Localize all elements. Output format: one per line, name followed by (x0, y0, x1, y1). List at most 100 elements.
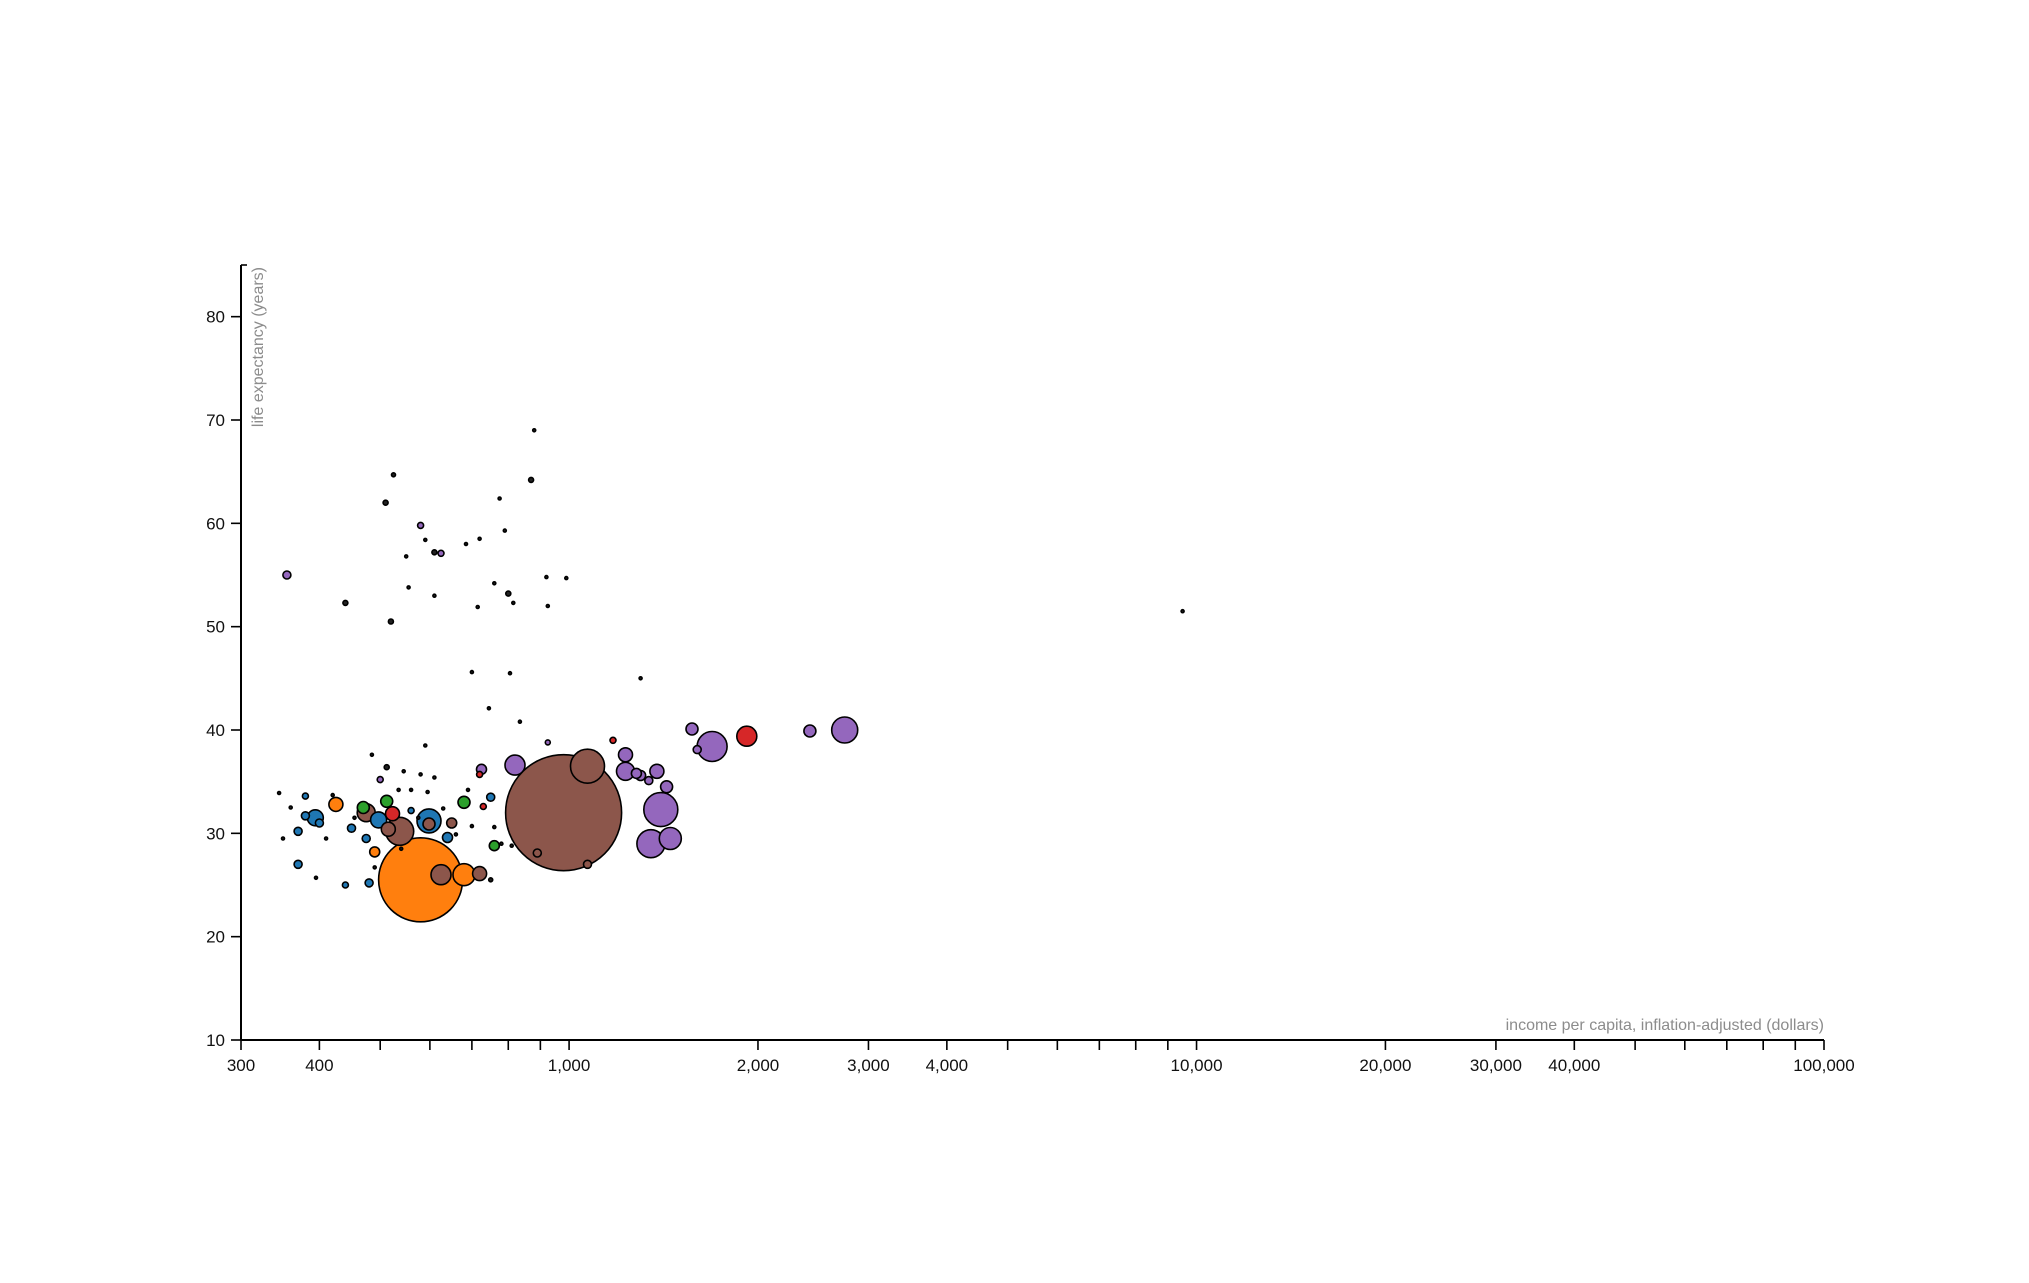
country-bubble[interactable] (313, 875, 319, 881)
country-bubble[interactable] (440, 806, 446, 811)
country-bubble[interactable] (376, 775, 385, 784)
country-bubble[interactable] (504, 754, 526, 776)
country-bubble[interactable] (372, 865, 378, 870)
country-bubble[interactable] (401, 768, 407, 774)
country-bubble[interactable] (643, 775, 654, 786)
country-bubble[interactable] (301, 792, 310, 800)
country-bubble[interactable] (406, 585, 411, 590)
country-bubble[interactable] (692, 744, 703, 755)
country-bubble[interactable] (685, 722, 699, 736)
country-bubble[interactable] (384, 805, 401, 822)
country-bubble[interactable] (330, 792, 336, 798)
country-bubble[interactable] (369, 752, 375, 758)
country-bubble[interactable] (398, 846, 404, 852)
country-bubble[interactable] (485, 792, 496, 803)
country-bubble[interactable] (1180, 608, 1185, 614)
country-bubble[interactable] (282, 570, 292, 580)
country-bubble[interactable] (491, 580, 497, 586)
country-bubble[interactable] (532, 848, 543, 858)
country-bubble[interactable] (387, 618, 395, 625)
country-bubble[interactable] (803, 724, 817, 738)
country-bubble[interactable] (569, 748, 606, 785)
country-bubble[interactable] (323, 836, 329, 841)
country-bubble[interactable] (368, 846, 381, 858)
country-bubble[interactable] (735, 725, 758, 748)
country-bubble[interactable] (499, 841, 504, 847)
country-bubble[interactable] (432, 593, 437, 599)
country-bubble[interactable] (403, 554, 409, 559)
country-bubble[interactable] (479, 802, 488, 811)
country-bubble[interactable] (545, 603, 551, 609)
country-bubble[interactable] (502, 528, 508, 533)
country-bubble[interactable] (432, 775, 437, 780)
country-bubble[interactable] (475, 770, 484, 779)
country-bubble[interactable] (396, 787, 401, 793)
country-bubble[interactable] (379, 794, 394, 809)
country-bubble[interactable] (504, 590, 512, 597)
country-bubble[interactable] (488, 839, 501, 852)
country-bubble[interactable] (544, 739, 552, 746)
country-bubble[interactable] (527, 476, 535, 484)
country-bubble[interactable] (425, 789, 430, 795)
country-bubble[interactable] (341, 881, 350, 889)
country-bubble[interactable] (517, 719, 523, 725)
country-bubble[interactable] (531, 427, 537, 433)
country-bubble[interactable] (544, 574, 549, 580)
country-bubble[interactable] (408, 787, 414, 793)
country-bubble[interactable] (453, 832, 459, 837)
country-bubble[interactable] (352, 815, 357, 821)
country-bubble[interactable] (437, 549, 445, 558)
country-bubble[interactable] (293, 859, 303, 870)
country-bubble[interactable] (469, 669, 475, 675)
country-bubble[interactable] (659, 779, 674, 794)
country-bubble[interactable] (452, 862, 476, 887)
country-bubble[interactable] (314, 818, 325, 828)
country-bubble[interactable] (617, 746, 634, 763)
country-bubble[interactable] (649, 763, 665, 780)
country-bubble[interactable] (445, 817, 458, 829)
country-bubble[interactable] (390, 471, 397, 478)
country-bubble[interactable] (658, 826, 683, 851)
country-bubble[interactable] (609, 736, 617, 745)
country-bubble[interactable] (361, 833, 372, 844)
country-bubble[interactable] (328, 796, 344, 813)
country-bubble[interactable] (288, 805, 294, 810)
country-bubble[interactable] (486, 705, 492, 711)
country-bubble[interactable] (415, 815, 421, 821)
country-bubble[interactable] (504, 753, 623, 872)
country-bubble[interactable] (364, 878, 374, 888)
country-bubble[interactable] (300, 810, 311, 821)
country-bubble[interactable] (356, 800, 371, 815)
country-bubble[interactable] (416, 521, 425, 530)
country-bubble[interactable] (563, 575, 569, 581)
country-bubble[interactable] (642, 791, 679, 828)
country-bubble[interactable] (509, 843, 515, 849)
country-bubble[interactable] (422, 537, 428, 543)
country-bubble[interactable] (457, 795, 471, 810)
country-bubble[interactable] (465, 787, 471, 793)
country-bubble[interactable] (471, 865, 488, 882)
country-bubble[interactable] (407, 806, 415, 815)
country-bubble[interactable] (382, 499, 389, 507)
country-bubble[interactable] (630, 767, 643, 780)
country-bubble[interactable] (346, 823, 357, 834)
country-bubble[interactable] (510, 600, 516, 606)
country-bubble[interactable] (293, 826, 303, 837)
country-bubble[interactable] (487, 876, 494, 883)
country-bubble[interactable] (582, 859, 593, 870)
country-bubble[interactable] (276, 790, 282, 796)
country-bubble[interactable] (507, 670, 513, 676)
country-bubble[interactable] (383, 763, 391, 771)
country-bubble[interactable] (638, 675, 643, 681)
country-bubble[interactable] (830, 716, 859, 744)
country-bubble[interactable] (342, 599, 349, 607)
country-bubble[interactable] (497, 496, 502, 501)
country-bubble[interactable] (422, 743, 428, 748)
country-bubble[interactable] (431, 548, 438, 556)
country-bubble[interactable] (469, 823, 475, 829)
country-bubble[interactable] (475, 604, 481, 610)
country-bubble[interactable] (477, 536, 482, 542)
country-bubble[interactable] (430, 863, 452, 886)
country-bubble[interactable] (491, 824, 497, 830)
country-bubble[interactable] (280, 836, 286, 841)
